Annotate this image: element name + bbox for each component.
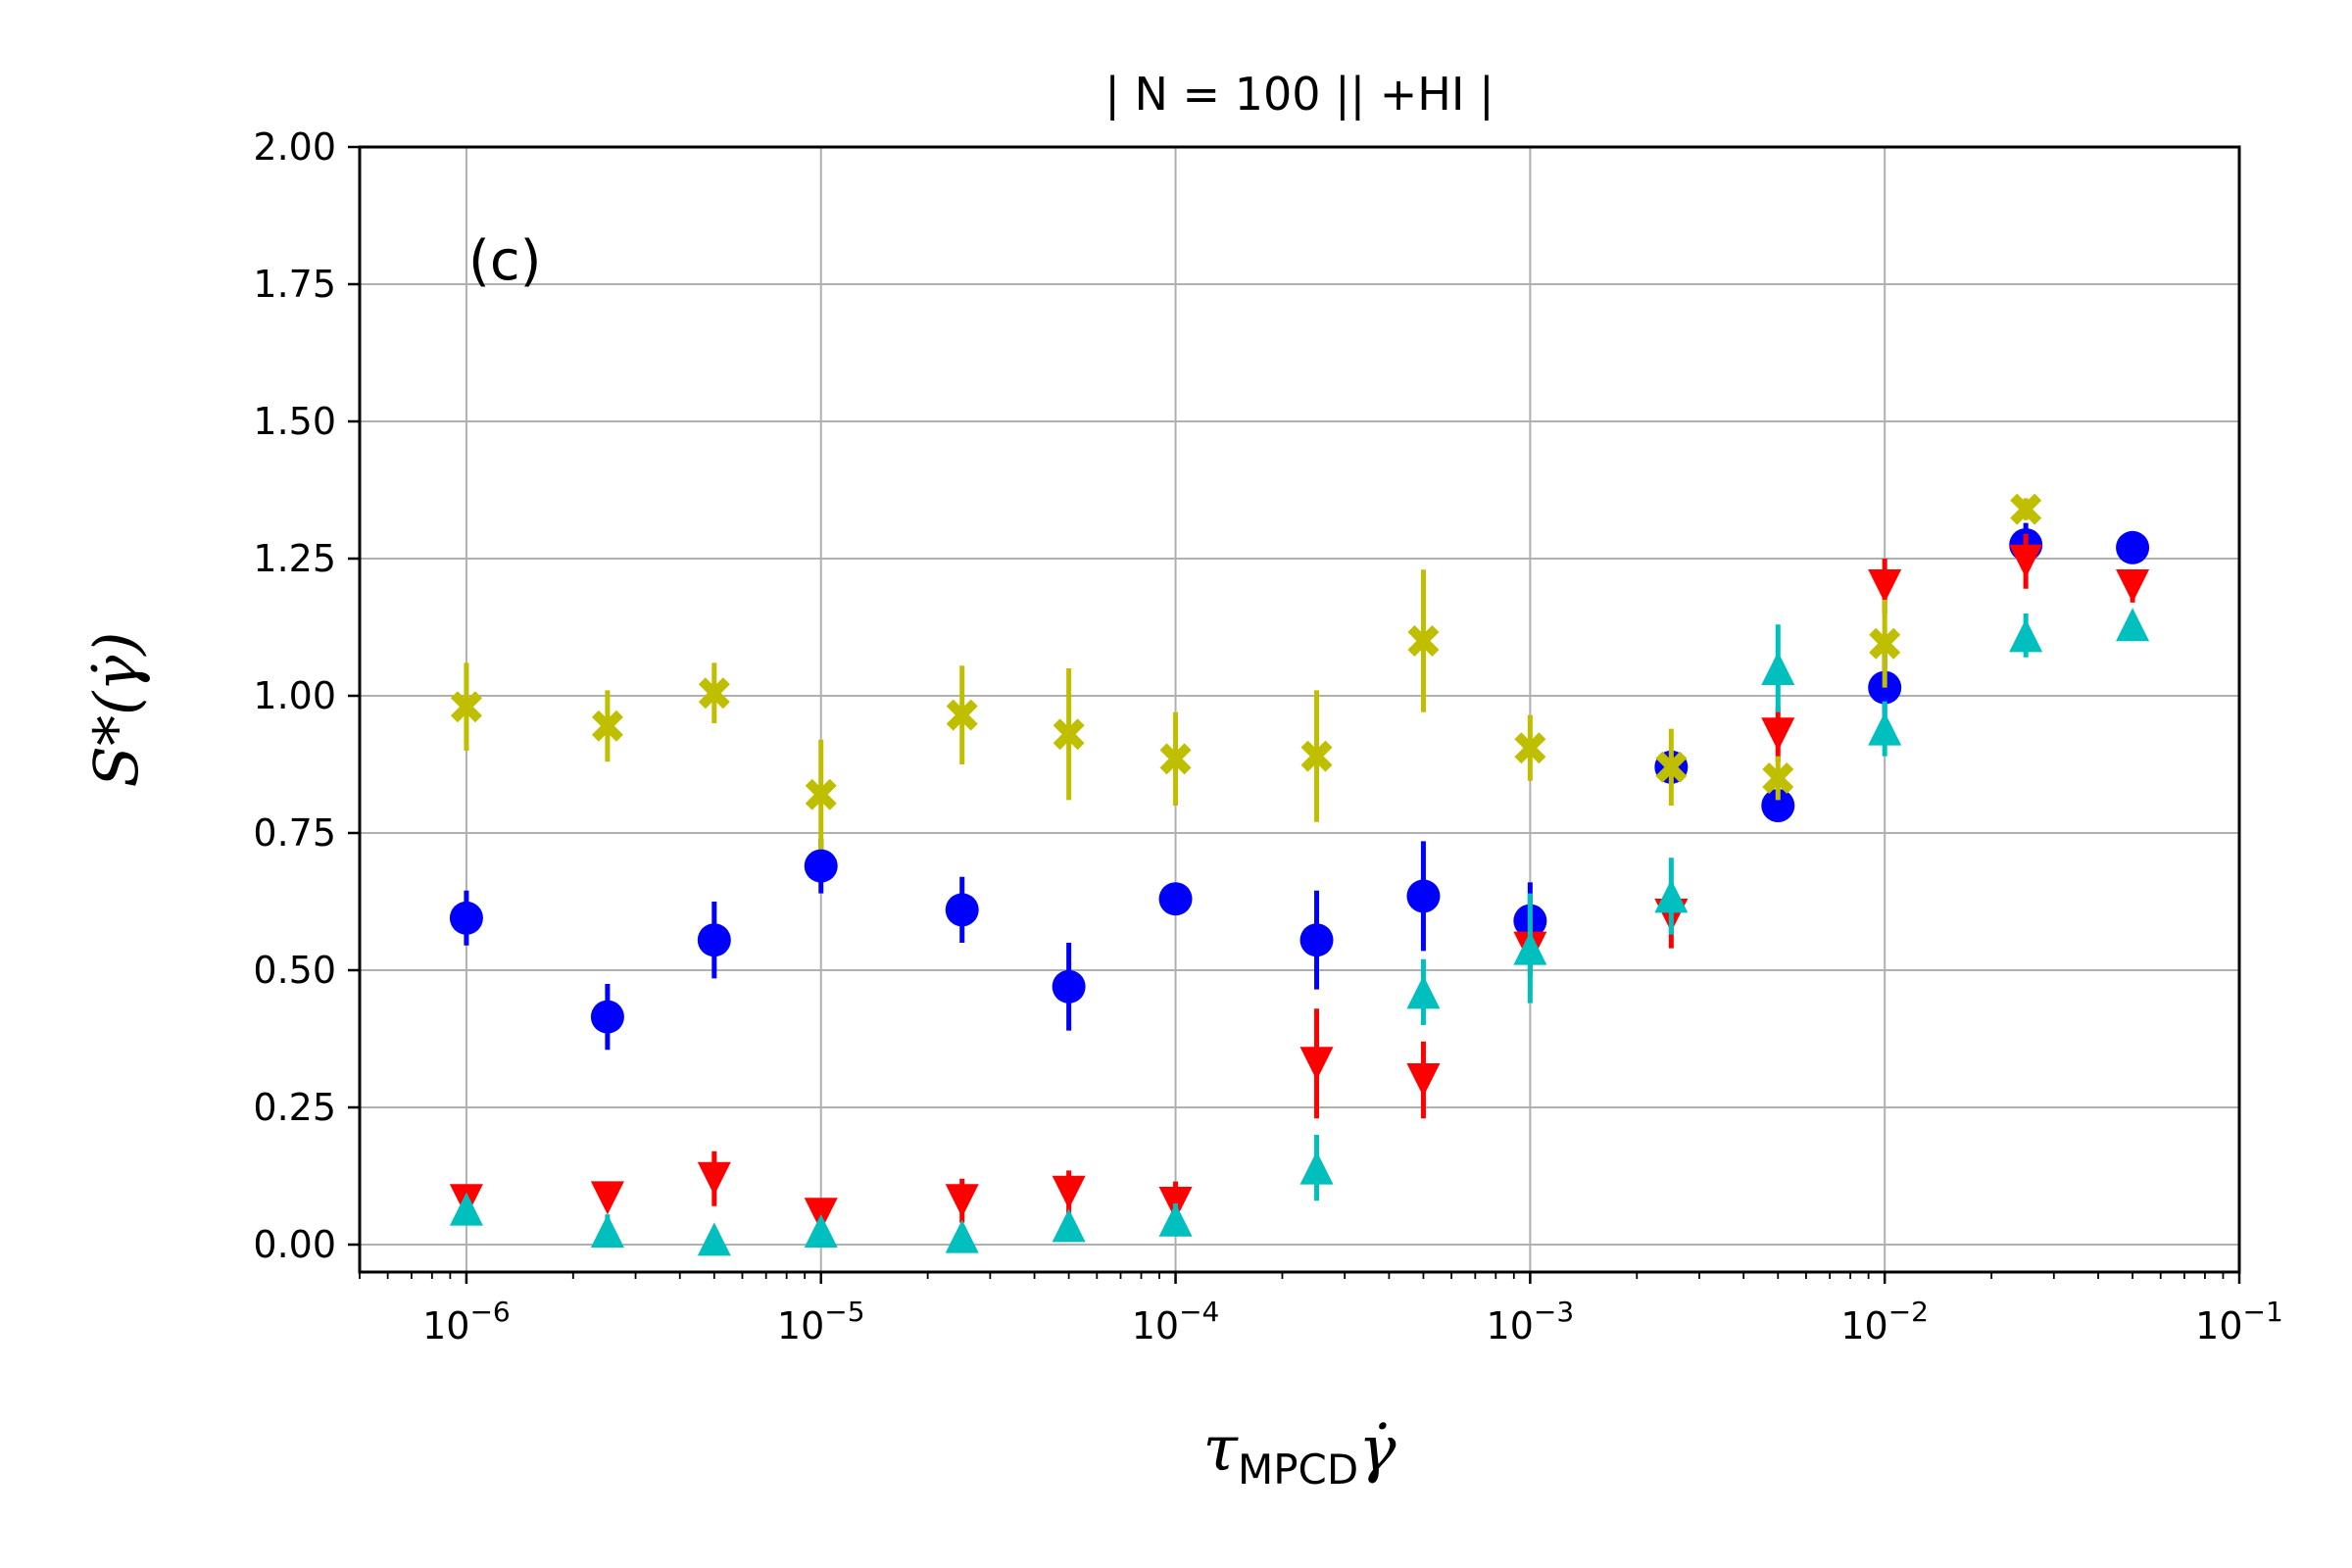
series (449, 608, 2150, 1256)
data-point (698, 677, 730, 710)
data-point (2009, 618, 2043, 653)
series (450, 493, 2042, 850)
y-tick-label: 1.00 (253, 674, 336, 717)
data-point (1158, 1202, 1193, 1237)
data-point (1300, 740, 1333, 772)
data-point (591, 710, 623, 742)
y-tick-label: 1.75 (253, 263, 336, 306)
data-point (2010, 493, 2042, 525)
data-point (1406, 1063, 1441, 1097)
y-tick-label: 0.50 (253, 949, 336, 992)
data-point (697, 1161, 731, 1196)
data-point (804, 1214, 838, 1248)
data-point (449, 901, 483, 935)
data-point (590, 1214, 624, 1248)
data-point (590, 1181, 624, 1215)
y-tick-label: 0.25 (253, 1086, 336, 1129)
x-tick-label: 10−2 (1840, 1296, 1929, 1348)
data-point (1406, 879, 1441, 913)
plot-frame (358, 145, 2241, 1274)
x-tick-label: 10−3 (1487, 1296, 1575, 1348)
data-point (1052, 969, 1086, 1004)
y-tick-label: 1.25 (253, 537, 336, 580)
x-tick-label: 10−4 (1132, 1296, 1220, 1348)
panel-annotation: (c) (468, 229, 541, 293)
data-point (1406, 975, 1441, 1009)
data-point (1299, 923, 1334, 957)
data-point (1654, 879, 1689, 913)
data-point (1655, 751, 1688, 783)
data-point (1868, 569, 1902, 603)
y-tick-label: 2.00 (253, 125, 336, 169)
data-point (1053, 718, 1085, 751)
data-point (2009, 544, 2043, 578)
data-point (945, 1184, 979, 1218)
data-point (1761, 652, 1795, 685)
x-tick-label: 10−1 (2195, 1296, 2283, 1348)
y-tick-label: 0.00 (253, 1223, 336, 1266)
data-point (1158, 882, 1193, 916)
data-point (2116, 608, 2150, 642)
data-point (1299, 1047, 1334, 1081)
y-tick-label: 1.50 (253, 400, 336, 443)
data-point (1052, 1175, 1086, 1209)
data-point (697, 923, 731, 957)
data-point (804, 849, 838, 883)
data-point (1868, 711, 1902, 746)
data-point (805, 778, 837, 810)
x-tick-label: 10−6 (422, 1296, 511, 1348)
x-axis-label: τMPCDγ̇ (1203, 1413, 1397, 1494)
data-point (945, 893, 979, 927)
data-point (946, 699, 978, 731)
data-point (2116, 530, 2150, 564)
chart-title: | N = 100 || +HI | (1104, 68, 1494, 122)
data-point (1052, 1208, 1086, 1243)
y-tick-label: 0.75 (253, 811, 336, 855)
data-point (1513, 931, 1547, 965)
data-point (2116, 569, 2150, 603)
data-point (1159, 743, 1192, 775)
data-point (1407, 625, 1440, 657)
data-point (1761, 789, 1795, 822)
data-point (590, 1000, 624, 1034)
x-tick-label: 10−5 (777, 1296, 865, 1348)
x-axis-label-main: τ (1203, 1413, 1240, 1486)
data-point (449, 1192, 483, 1226)
data-point (1299, 1151, 1334, 1185)
plot-data (449, 493, 2150, 1256)
data-point (697, 1222, 731, 1256)
data-point (450, 691, 482, 723)
y-axis-label: S*(γ̇) (80, 632, 152, 788)
data-point (945, 1219, 979, 1253)
data-point (1514, 732, 1546, 764)
axis-ticks: 0.00 0.25 0.50 0.75 1.00 1.25 1.50 1.75 2.00 10−6… (253, 125, 2282, 1348)
data-point (1762, 762, 1794, 794)
x-axis-label-subscript: MPCD (1238, 1446, 1358, 1494)
x-axis-label-rate: γ̇ (1358, 1413, 1396, 1486)
data-point (1761, 717, 1795, 752)
data-point (1869, 627, 1901, 660)
